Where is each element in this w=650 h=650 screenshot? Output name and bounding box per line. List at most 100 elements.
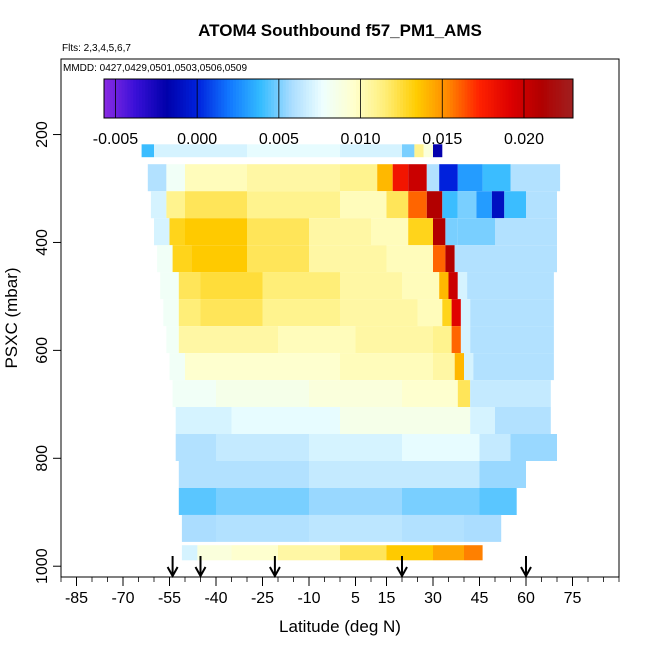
flight-marker-head bbox=[166, 566, 179, 579]
heatmap-cell bbox=[191, 245, 247, 273]
colorbar-swatch bbox=[464, 79, 468, 118]
colorbar-swatch bbox=[549, 79, 553, 118]
colorbar-swatch bbox=[520, 79, 524, 118]
heatmap-cell bbox=[340, 353, 433, 381]
heatmap-cell bbox=[464, 545, 483, 561]
colorbar-swatch bbox=[467, 79, 471, 118]
heatmap-cell bbox=[448, 272, 458, 300]
colorbar-swatch bbox=[438, 79, 442, 118]
colorbar-swatch bbox=[326, 79, 331, 118]
x-tick-label: -10 bbox=[297, 590, 320, 607]
colorbar-swatch bbox=[271, 79, 275, 118]
heatmap-cell bbox=[178, 326, 201, 354]
colorbar-tick-label: 0.005 bbox=[259, 131, 299, 148]
heatmap-cell bbox=[402, 434, 480, 461]
colorbar-swatch bbox=[247, 79, 251, 118]
colorbar-swatch bbox=[253, 79, 257, 118]
heatmap-cell bbox=[470, 380, 551, 408]
colorbar-swatch bbox=[499, 79, 504, 118]
heatmap-cell bbox=[247, 144, 340, 158]
heatmap-cell bbox=[169, 353, 185, 381]
colorbar-swatch bbox=[452, 79, 457, 118]
colorbar-swatch bbox=[564, 79, 568, 118]
colorbar-swatch bbox=[496, 79, 501, 118]
heatmap-cell bbox=[479, 461, 526, 488]
heatmap-cells bbox=[141, 144, 561, 561]
colorbar-swatch bbox=[344, 79, 348, 118]
heatmap-cell bbox=[457, 164, 483, 192]
heatmap-cell bbox=[433, 218, 446, 246]
heatmap-cell bbox=[495, 218, 557, 246]
heatmap-cell bbox=[402, 514, 464, 542]
heatmap-cell bbox=[340, 407, 433, 434]
heatmap-cell bbox=[479, 488, 517, 515]
heatmap-cell bbox=[181, 545, 198, 561]
heatmap-cell bbox=[178, 299, 201, 327]
heatmap-cell bbox=[355, 326, 433, 354]
colorbar-swatch bbox=[171, 79, 175, 118]
heatmap-cell bbox=[340, 191, 387, 219]
heatmap-cell bbox=[457, 218, 495, 246]
colorbar-swatch bbox=[159, 79, 164, 118]
heatmap-cell bbox=[392, 164, 409, 192]
colorbar-swatch bbox=[168, 79, 172, 118]
colorbar-swatch bbox=[265, 79, 269, 118]
heatmap-cell bbox=[439, 164, 458, 192]
colorbar-swatch bbox=[203, 79, 207, 118]
heatmap-cell bbox=[175, 407, 232, 434]
colorbar-swatch bbox=[189, 79, 193, 118]
colorbar-tick-label: 0.000 bbox=[177, 131, 217, 148]
colorbar-swatch bbox=[552, 79, 556, 118]
heatmap-cell bbox=[172, 380, 216, 408]
colorbar-tick-label: 0.010 bbox=[341, 131, 381, 148]
colorbar-swatch bbox=[490, 79, 495, 118]
heatmap-cell bbox=[309, 488, 402, 515]
heatmap-cell bbox=[309, 380, 402, 408]
colorbar-swatch bbox=[147, 79, 152, 118]
colorbar-swatch bbox=[429, 79, 433, 118]
colorbar-swatch bbox=[537, 79, 542, 118]
colorbar-swatch bbox=[382, 79, 386, 118]
heatmap-cell bbox=[454, 245, 464, 273]
colorbar-swatch bbox=[145, 79, 149, 118]
heatmap-cell bbox=[457, 380, 471, 408]
colorbar-swatch bbox=[432, 79, 436, 118]
colorbar-swatch bbox=[435, 79, 439, 118]
heatmap-cell bbox=[200, 326, 278, 354]
colorbar-swatch bbox=[250, 79, 254, 118]
colorbar-swatch bbox=[303, 79, 307, 118]
heatmap-cell bbox=[166, 326, 179, 354]
colorbar-swatch bbox=[361, 79, 366, 118]
heatmap-cell bbox=[309, 218, 371, 246]
heatmap-cell bbox=[157, 245, 173, 273]
heatmap-cell bbox=[460, 299, 471, 327]
x-tick-label: -55 bbox=[158, 590, 181, 607]
colorbar-swatch bbox=[212, 79, 216, 118]
x-tick-label: 5 bbox=[351, 590, 360, 607]
colorbar-swatch bbox=[529, 79, 533, 118]
colorbar-swatch bbox=[482, 79, 486, 118]
colorbar-swatch bbox=[244, 79, 249, 118]
y-tick-label: 800 bbox=[34, 445, 51, 472]
colorbar-swatch bbox=[256, 79, 260, 118]
colorbar-swatch bbox=[115, 79, 120, 118]
heatmap-cell bbox=[451, 326, 461, 354]
heatmap-cell bbox=[386, 245, 433, 273]
heatmap-cell bbox=[278, 545, 340, 561]
heatmap-cell bbox=[433, 326, 452, 354]
heatmap-cell bbox=[216, 380, 309, 408]
colorbar-swatch bbox=[356, 79, 360, 118]
colorbar-swatch bbox=[162, 79, 166, 118]
x-tick-label: 30 bbox=[424, 590, 442, 607]
heatmap-cell bbox=[408, 218, 433, 246]
heatmap-cell bbox=[377, 164, 393, 192]
y-axis: 200 400 600 800 1000 bbox=[34, 121, 61, 584]
colorbar-swatch bbox=[294, 79, 298, 118]
heatmap-cell bbox=[185, 191, 247, 219]
heatmap-cell bbox=[185, 218, 247, 246]
heatmap-cell bbox=[154, 218, 170, 246]
colorbar-swatch bbox=[370, 79, 375, 118]
chart-title: ATOM4 Southbound f57_PM1_AMS bbox=[198, 21, 482, 40]
heatmap-cell bbox=[160, 272, 179, 300]
